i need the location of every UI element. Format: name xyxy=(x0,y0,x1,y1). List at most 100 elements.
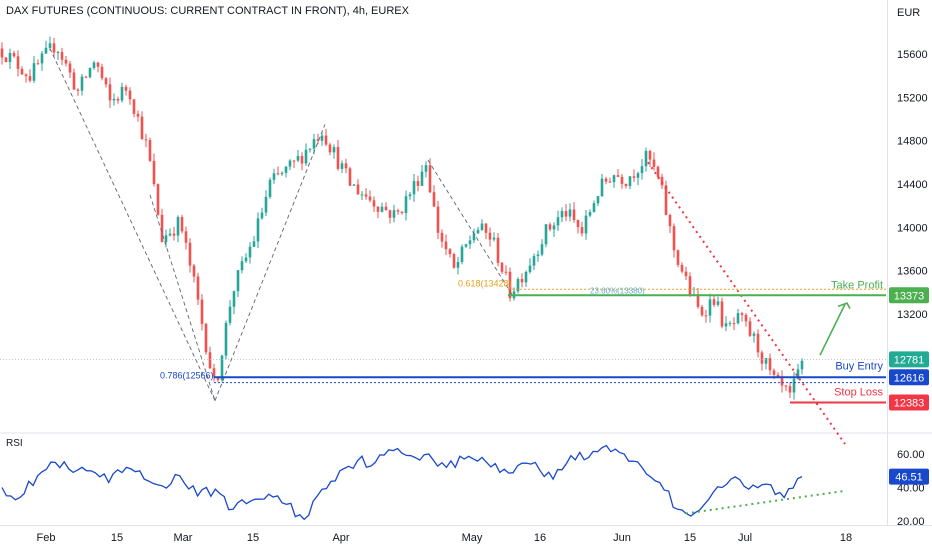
candle-body xyxy=(260,212,264,219)
rsi-value-text: 46.51 xyxy=(895,472,923,484)
candle-body xyxy=(792,378,796,393)
candle-body xyxy=(24,74,28,77)
overlay-layer: 0.618(13428) 23.60%(13380) Take Profit 0.78… xyxy=(0,48,886,445)
candle-body xyxy=(668,214,672,227)
candle-body xyxy=(740,313,744,315)
candle-body xyxy=(272,173,276,180)
candle-body xyxy=(60,52,64,60)
rsi-tick-label: 60.00 xyxy=(897,449,925,461)
candle-body xyxy=(696,294,700,307)
buy-entry-label: Buy Entry xyxy=(835,360,883,372)
candle-body xyxy=(648,150,652,160)
candle-body xyxy=(720,301,724,327)
candle-body xyxy=(596,196,600,204)
candle-body xyxy=(468,240,472,245)
candle-body xyxy=(380,206,384,212)
candle-body xyxy=(496,237,500,263)
buy-entry-badge-text: 12616 xyxy=(894,372,925,384)
candle-body xyxy=(624,183,628,187)
candle-body xyxy=(148,140,152,161)
candle-body xyxy=(320,135,324,141)
candle-body xyxy=(404,196,408,213)
candle-body xyxy=(280,172,284,174)
candle-body xyxy=(636,173,640,178)
candle-body xyxy=(248,246,252,258)
candle-body xyxy=(292,160,296,162)
candle-body xyxy=(752,333,756,336)
price-tick-label: 13200 xyxy=(897,309,928,321)
candle-body xyxy=(556,217,560,226)
candle-body xyxy=(572,209,576,221)
candle-body xyxy=(640,166,644,174)
candle-body xyxy=(736,313,740,324)
candle-body xyxy=(172,233,176,236)
candle-body xyxy=(644,150,648,167)
candle-body xyxy=(576,220,580,228)
candle-body xyxy=(360,194,364,196)
candle-body xyxy=(796,369,800,379)
candle-body xyxy=(108,84,112,101)
candle-body xyxy=(80,76,84,91)
candle-body xyxy=(552,225,556,230)
candle-body xyxy=(604,178,608,182)
candle-body xyxy=(40,53,44,64)
candle-body xyxy=(416,181,420,186)
candle-body xyxy=(0,48,4,58)
candle-body xyxy=(588,212,592,216)
candle-body xyxy=(672,226,676,251)
candle-body xyxy=(452,254,456,268)
price-tick-label: 13600 xyxy=(897,266,928,278)
candle-body xyxy=(128,90,132,100)
candle-body xyxy=(700,306,704,316)
time-tick-label: Jun xyxy=(613,532,631,544)
candle-body xyxy=(232,291,236,307)
candle-body xyxy=(336,147,340,169)
candle-body xyxy=(212,368,216,378)
candle-body xyxy=(144,139,148,141)
candle-body xyxy=(288,160,292,167)
stop-loss-badge-text: 12383 xyxy=(894,398,925,410)
candle-body xyxy=(764,358,768,364)
candle-body xyxy=(256,218,260,242)
candle-body xyxy=(532,256,536,266)
candle-body xyxy=(548,224,552,230)
time-tick-label: Apr xyxy=(332,532,349,544)
candle-body xyxy=(600,178,604,197)
candle-body xyxy=(580,227,584,234)
currency-label: EUR xyxy=(897,7,920,19)
pattern-leg xyxy=(427,159,513,295)
candle-body xyxy=(296,156,300,161)
projection-arrow-head xyxy=(837,302,851,309)
candle-body xyxy=(176,217,180,236)
candle-body xyxy=(236,270,240,292)
candle-body xyxy=(788,386,792,393)
candle-body xyxy=(664,185,668,215)
candle-body xyxy=(680,264,684,272)
candle-body xyxy=(52,43,56,53)
time-tick-label: 15 xyxy=(247,532,259,544)
candle-body xyxy=(92,62,96,69)
candle-body xyxy=(616,175,620,177)
candle-body xyxy=(304,149,308,164)
candle-body xyxy=(244,257,248,262)
candle-body xyxy=(12,53,16,57)
rsi-tick-label: 20.00 xyxy=(897,516,925,528)
candle-body xyxy=(284,166,288,173)
candle-body xyxy=(156,184,160,215)
take-profit-label: Take Profit xyxy=(831,279,883,291)
candle-body xyxy=(340,163,344,169)
candle-body xyxy=(196,276,200,300)
candle-body xyxy=(564,211,568,217)
candle-body xyxy=(372,200,376,207)
candle-body xyxy=(800,360,804,370)
stop-loss-label: Stop Loss xyxy=(834,387,883,399)
candle-body xyxy=(316,139,320,141)
candle-body xyxy=(440,232,444,242)
candle-body xyxy=(84,76,88,78)
candle-body xyxy=(184,231,188,243)
candle-body xyxy=(420,171,424,186)
candle-body xyxy=(492,237,496,240)
